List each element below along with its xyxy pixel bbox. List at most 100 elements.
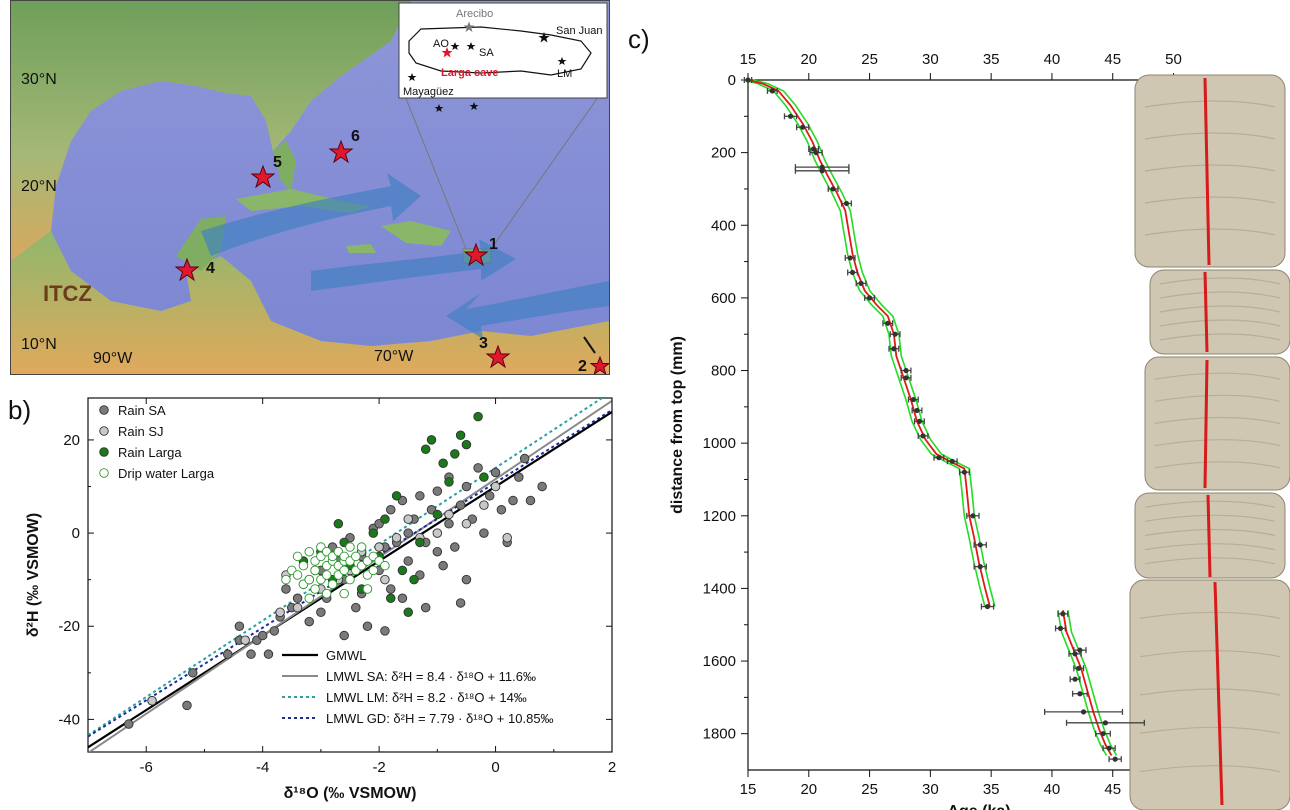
legend-line-label-1: LMWL SA: δ²H = 8.4 · δ¹⁸O + 11.6‰ (326, 669, 536, 684)
date-point-0 (745, 77, 751, 83)
lat-label-20n: 20°N (21, 178, 57, 195)
point-1-15 (444, 509, 454, 520)
y-tick-label: 1800 (703, 726, 736, 743)
point-2-12 (415, 537, 425, 548)
point-1-11 (391, 532, 402, 543)
date-point-20 (914, 407, 920, 414)
point-2-10 (403, 607, 413, 618)
slab-layer (1144, 196, 1276, 204)
point-0-38 (403, 556, 413, 566)
y-tick-label: 20 (63, 432, 80, 449)
slab-layer (1154, 439, 1281, 447)
date-point-17 (903, 367, 909, 374)
site-2-label: 2 (578, 358, 587, 374)
point-0-58 (496, 505, 507, 515)
median-0 (747, 79, 991, 607)
central-south-america-land (11, 231, 609, 374)
slab-layer (1154, 461, 1281, 469)
point-0-41 (415, 491, 425, 501)
point-3-1 (292, 570, 303, 580)
point-1-2 (275, 607, 285, 618)
point-0-69 (420, 602, 431, 613)
point-0-25 (351, 602, 361, 613)
star-icon (450, 42, 460, 50)
slab-layer (1144, 543, 1276, 551)
slab-layer (1159, 277, 1281, 285)
date-point-5 (813, 150, 819, 156)
point-3-13 (321, 570, 332, 580)
site-1-label: 1 (489, 236, 498, 253)
x-axis-title: δ¹⁸O (‰ VSMOW) (284, 785, 417, 802)
point-0-9 (257, 630, 268, 641)
slab-layer (1144, 500, 1276, 508)
date-point-1 (769, 88, 775, 94)
point-3-25 (345, 574, 355, 585)
point-0-62 (519, 453, 530, 464)
date-point-35 (1072, 676, 1078, 682)
point-3-6 (304, 546, 314, 557)
star-icon (434, 104, 444, 112)
slab-layer (1144, 164, 1276, 172)
inset-label-arecibo: Arecibo (456, 8, 493, 20)
bottom-tick-label: 15 (740, 781, 757, 798)
date-point-28 (977, 564, 983, 570)
bottom-tick-label: 35 (983, 781, 1000, 798)
point-0-7 (246, 649, 256, 659)
point-0-63 (525, 495, 536, 506)
point-2-24 (380, 514, 390, 524)
point-2-15 (432, 509, 443, 520)
point-0-44 (432, 546, 443, 557)
point-3-42 (304, 593, 314, 604)
date-point-22 (920, 433, 926, 439)
point-1-16 (461, 519, 472, 529)
date-point-37 (1080, 709, 1087, 715)
point-3-31 (356, 542, 367, 552)
point-2-19 (455, 430, 466, 441)
point-0-35 (397, 593, 408, 604)
site-2-pointer (583, 336, 596, 354)
point-3-40 (339, 588, 349, 599)
florida (273, 141, 296, 191)
lat-label-10n: 10°N (21, 336, 57, 353)
puerto-rico-inset: Arecibo San Juan AO SA Larga cave LM May… (398, 2, 608, 112)
star-icon (469, 102, 479, 110)
point-1-9 (374, 542, 384, 552)
point-0-17 (304, 616, 314, 627)
point-1-3 (292, 602, 303, 613)
map-svg: Arecibo San Juan AO SA Larga cave LM May… (11, 1, 609, 374)
date-point-30 (1060, 611, 1066, 617)
point-1-19 (502, 532, 512, 543)
point-0-64 (537, 481, 547, 492)
bottom-tick-label: 40 (1044, 781, 1061, 798)
slab-layer (1154, 394, 1281, 402)
date-point-3 (800, 124, 806, 130)
slab-layer (1144, 228, 1276, 236)
x-tick-label: -2 (372, 759, 385, 776)
point-2-9 (397, 565, 408, 576)
point-0-45 (432, 486, 443, 496)
point-1-17 (479, 500, 489, 510)
point-2-6 (368, 528, 379, 538)
point-3-16 (327, 579, 338, 590)
point-1-12 (403, 514, 413, 524)
point-3-39 (321, 588, 332, 599)
date-point-29 (984, 603, 991, 610)
lon-label-70w: 70°W (374, 348, 414, 365)
isotope-scatter-chart: -6 -4 -2 0 2 20 0 -20 -40 δ¹⁸O (‰ VSMOW) δ²H (‰ VS… (0, 380, 630, 810)
y-tick-label: 200 (711, 145, 736, 162)
lat-label-30n: 30°N (21, 71, 57, 88)
date-point-14 (885, 320, 891, 326)
y-tick-label: -40 (58, 711, 80, 728)
date-point-16 (891, 346, 897, 352)
point-2-17 (444, 477, 454, 487)
slab-0 (1134, 74, 1286, 268)
legend-line-label-2: LMWL LM: δ²H = 8.2 · δ¹⁸O + 14‰ (326, 690, 527, 705)
point-0-0 (124, 719, 134, 729)
slab-transect-2 (1203, 359, 1209, 489)
date-point-40 (1106, 745, 1112, 751)
site-1-star-icon (463, 242, 489, 267)
slab-4 (1129, 579, 1290, 810)
panel-label-b: b) (8, 395, 32, 425)
point-0-46 (438, 560, 448, 571)
